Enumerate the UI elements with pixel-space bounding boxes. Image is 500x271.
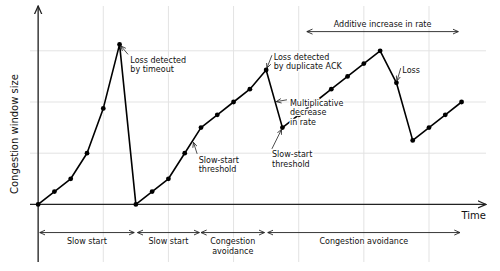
annotation: Multiplicativedecreasein rate — [290, 99, 343, 126]
line — [38, 44, 461, 204]
point — [345, 74, 350, 79]
span-label: Additive increase in rate — [334, 20, 432, 29]
y-axis — [37, 6, 38, 262]
span-label: Congestionavoidance — [210, 237, 255, 255]
series-group — [36, 42, 464, 207]
y-axis-label: Congestion window size — [9, 74, 20, 194]
point — [443, 112, 448, 117]
span-arrow — [40, 232, 134, 233]
span-label: Slow start — [67, 237, 107, 246]
span-label: Slow start — [148, 237, 188, 246]
annotation: Loss — [402, 66, 420, 75]
point — [427, 125, 432, 130]
annotation: Slow-startthreshold — [272, 150, 312, 168]
grid-line-y — [30, 102, 486, 103]
point — [264, 68, 269, 73]
x-axis-label: Time — [461, 210, 486, 221]
point — [133, 202, 138, 207]
annotation-arrow — [276, 100, 287, 102]
grid — [30, 6, 486, 262]
annotation-arrow — [272, 129, 282, 148]
span-arrow — [268, 232, 460, 233]
grid-line-y — [30, 153, 486, 154]
spans: Additive increase in rate Slow start Slow … — [40, 20, 460, 256]
span-arrow — [201, 232, 265, 233]
annotation: Loss detectedby duplicate ACK — [274, 53, 343, 71]
annotation-arrow — [267, 55, 272, 68]
point — [101, 106, 106, 111]
point — [166, 176, 171, 181]
grid-line-y — [30, 204, 486, 205]
grid-line-x — [168, 6, 169, 262]
point — [68, 176, 73, 181]
span-label: Congestion avoidance — [319, 237, 408, 246]
x-axis — [30, 204, 486, 205]
grid-line-x — [233, 6, 234, 262]
annotation-arrow — [397, 68, 401, 81]
grid-line-x — [298, 6, 299, 262]
grid-line-y — [30, 50, 486, 51]
span-arrow — [307, 31, 458, 32]
point — [199, 125, 204, 130]
grid-line-x — [363, 6, 364, 262]
point — [378, 48, 383, 53]
chart: Loss detectedby timeout Slow-startthresho… — [0, 0, 500, 271]
grid-line-x — [103, 6, 104, 262]
annotation: Loss detectedby timeout — [130, 56, 186, 74]
point — [85, 151, 90, 156]
annotation: Slow-startthreshold — [199, 156, 239, 174]
grid-line-x — [38, 6, 39, 262]
annotations: Loss detectedby timeout Slow-startthresho… — [121, 46, 420, 174]
point — [231, 100, 236, 105]
point — [394, 80, 399, 85]
point — [361, 61, 366, 66]
span-arrow — [137, 232, 199, 233]
point — [36, 202, 41, 207]
point — [247, 87, 252, 92]
annotation-arrow — [193, 142, 197, 154]
point — [52, 189, 57, 194]
point — [150, 189, 155, 194]
annotation-arrow — [121, 46, 128, 54]
grid-line-x — [429, 6, 430, 262]
point — [410, 138, 415, 143]
point — [215, 112, 220, 117]
point — [459, 100, 464, 105]
point — [182, 151, 187, 156]
point — [280, 125, 285, 130]
point — [329, 87, 334, 92]
